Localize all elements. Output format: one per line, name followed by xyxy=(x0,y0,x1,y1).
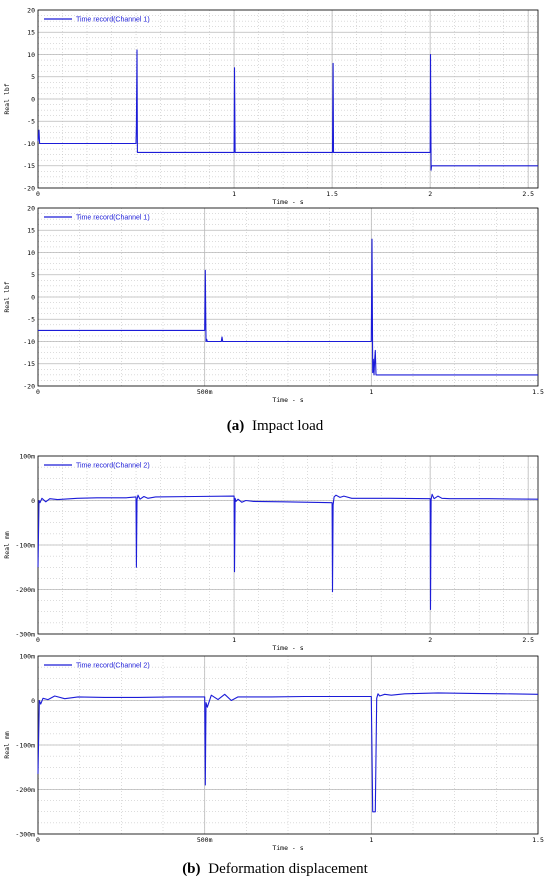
y-tick-label: -10 xyxy=(23,338,35,346)
y-tick-label: 10 xyxy=(27,249,35,257)
y-tick-label: 100m xyxy=(19,452,35,460)
x-axis-label: Time - s xyxy=(272,396,303,404)
y-axis-label: Real lbf xyxy=(3,83,11,114)
x-tick-label: 1.5 xyxy=(326,190,338,198)
legend: Time record(Channel 2) xyxy=(44,663,150,670)
legend: Time record(Channel 2) xyxy=(44,463,150,470)
caption-b: (b) Deformation displacement xyxy=(182,861,368,877)
y-tick-label: -300m xyxy=(15,830,35,838)
y-tick-label: -10 xyxy=(23,140,35,148)
x-tick-label: 1.5 xyxy=(532,388,544,396)
legend: Time record(Channel 1) xyxy=(44,215,150,222)
caption-a-text: Impact load xyxy=(252,418,324,434)
legend: Time record(Channel 1) xyxy=(44,17,150,24)
x-tick-label: 500m xyxy=(197,836,213,844)
y-tick-label: -200m xyxy=(15,586,35,594)
x-tick-label: 2.5 xyxy=(522,636,534,644)
y-tick-label: 20 xyxy=(27,6,35,14)
y-axis-label: Real mm xyxy=(3,531,11,558)
plot-frame xyxy=(37,9,539,189)
x-tick-label: 1 xyxy=(369,836,373,844)
x-tick-label: 2.5 xyxy=(522,190,534,198)
x-tick-label: 500m xyxy=(197,388,213,396)
plot-frame xyxy=(37,207,539,387)
legend-label: Time record(Channel 1) xyxy=(76,215,150,222)
y-tick-label: -100m xyxy=(15,741,35,749)
legend-label: Time record(Channel 2) xyxy=(76,463,150,470)
x-tick-label: 1 xyxy=(232,636,236,644)
y-axis-label: Real lbf xyxy=(3,281,11,312)
chart-impact-load-full: 0 1 1.5 2 2.5 -20 -15 -10 -5 0 5 10 15 20 Time - s Real… xyxy=(3,6,539,206)
x-axis-label: Time - s xyxy=(272,844,303,852)
x-tick-label: 1.5 xyxy=(532,836,544,844)
y-tick-label: -15 xyxy=(23,360,35,368)
x-tick-label: 0 xyxy=(36,836,40,844)
series-line xyxy=(37,49,538,171)
y-tick-label: -5 xyxy=(27,118,35,126)
y-tick-label: 20 xyxy=(27,204,35,212)
y-tick-label: 100m xyxy=(19,652,35,660)
y-tick-label: -5 xyxy=(27,316,35,324)
y-tick-label: 15 xyxy=(27,227,35,235)
legend-label: Time record(Channel 2) xyxy=(76,663,150,670)
y-tick-label: -100m xyxy=(15,541,35,549)
caption-b-text: Deformation displacement xyxy=(208,861,368,877)
y-tick-label: -15 xyxy=(23,162,35,170)
series-line xyxy=(37,692,539,813)
y-tick-label: -200m xyxy=(15,786,35,794)
y-tick-label: 0 xyxy=(31,697,35,705)
x-tick-label: 0 xyxy=(36,190,40,198)
y-tick-label: 5 xyxy=(31,271,35,279)
caption-b-tag: (b) xyxy=(182,861,200,877)
chart-deformation-full: 0 1 2 2.5 -300m -200m -100m 0 100m Time - s Real m… xyxy=(3,452,539,652)
y-tick-label: 5 xyxy=(31,73,35,81)
x-tick-label: 2 xyxy=(428,190,432,198)
series-line xyxy=(37,493,539,611)
x-axis-label: Time - s xyxy=(272,198,303,206)
y-tick-label: -20 xyxy=(23,382,35,390)
chart-impact-load-zoom: 0 500m 1 1.5 -20 -15 -10 -5 0 5 10 15 20 Time - s Real… xyxy=(3,204,544,404)
x-tick-label: 1 xyxy=(369,388,373,396)
x-tick-label: 2 xyxy=(428,636,432,644)
caption-a-tag: (a) xyxy=(227,418,245,434)
chart-deformation-zoom: 0 500m 1 1.5 -300m -200m -100m 0 100m Time - s Rea… xyxy=(3,652,544,852)
y-tick-label: 0 xyxy=(31,497,35,505)
x-axis-label: Time - s xyxy=(272,644,303,652)
legend-label: Time record(Channel 1) xyxy=(76,17,150,24)
x-tick-label: 0 xyxy=(36,388,40,396)
y-tick-label: 15 xyxy=(27,29,35,37)
y-tick-label: -20 xyxy=(23,184,35,192)
series-line xyxy=(38,238,538,376)
y-tick-label: -300m xyxy=(15,630,35,638)
y-tick-label: 10 xyxy=(27,51,35,59)
x-tick-label: 0 xyxy=(36,636,40,644)
y-tick-label: 0 xyxy=(31,95,35,103)
caption-a: (a) Impact load xyxy=(227,418,324,434)
y-axis-label: Real mm xyxy=(3,731,11,758)
x-tick-label: 1 xyxy=(232,190,236,198)
y-tick-label: 0 xyxy=(31,293,35,301)
